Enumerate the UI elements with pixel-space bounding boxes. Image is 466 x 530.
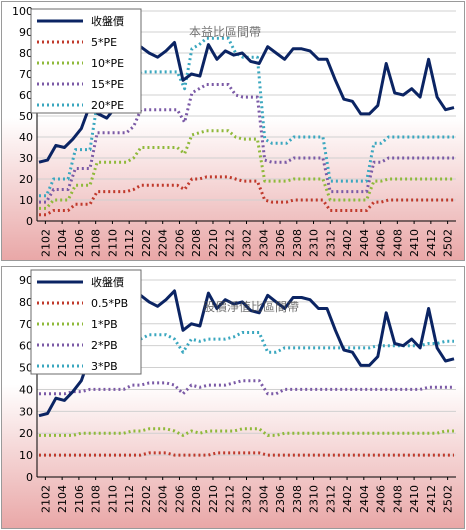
y-tick-label: 20 [19, 427, 33, 440]
x-tick-label: 2208 [190, 485, 203, 513]
legend-label: 收盤價 [91, 275, 124, 289]
x-tick-label: 2302 [241, 485, 254, 513]
x-tick-label: 2306 [274, 229, 287, 257]
x-tick-label: 2110 [106, 229, 119, 257]
legend-label: 3*PB [91, 360, 118, 373]
pb-band-chart: 0 10 20 30 40 50 60 70 80 90 2102 2104 2106 2108 2110 2… [1, 266, 465, 529]
legend-box [30, 269, 142, 375]
x-tick-label: 2106 [73, 485, 86, 513]
y-tick-label: 70 [19, 68, 33, 81]
y-tick-label: 0 [26, 471, 33, 484]
x-tick-label: 2112 [123, 485, 136, 513]
x-tick-label: 2106 [73, 229, 86, 257]
chart-title: 本益比區間帶 [189, 25, 261, 39]
x-tick-label: 2304 [257, 229, 270, 257]
y-tick-label: 80 [19, 47, 33, 60]
series-line-1-pb [39, 427, 454, 437]
x-tick-label: 2410 [408, 485, 421, 513]
x-tick-label: 2212 [224, 485, 237, 513]
y-tick-label: 60 [19, 340, 33, 353]
series-line-20-pe [39, 36, 454, 198]
pb-band-chart-panel: 0 10 20 30 40 50 60 70 80 90 2102 2104 2106 2108 2110 2… [1, 266, 465, 529]
pe-band-chart-panel: 0 10 20 30 40 50 60 70 80 90 100 2102 2104 2106 2108 21… [1, 1, 465, 261]
legend-label: 1*PB [91, 318, 118, 331]
x-tick-label: 2312 [324, 485, 337, 513]
x-tick-label: 2410 [408, 229, 421, 257]
x-tick-label: 2104 [56, 485, 69, 513]
y-tick-label: 40 [19, 383, 33, 396]
y-tick-label: 0 [26, 215, 33, 228]
x-tick-label: 2306 [274, 485, 287, 513]
x-tick-label: 2108 [90, 485, 103, 513]
y-tick-label: 20 [19, 173, 33, 186]
x-tick-label: 2402 [341, 485, 354, 513]
legend-label: 10*PE [91, 57, 124, 70]
y-tick-label: 80 [19, 296, 33, 309]
x-tick-label: 2408 [391, 229, 404, 257]
y-tick-label: 30 [19, 152, 33, 165]
x-tick-label: 2302 [241, 229, 254, 257]
x-tick-label: 2108 [90, 229, 103, 257]
x-tick-label: 2112 [123, 229, 136, 257]
y-tick-label: 50 [19, 362, 33, 375]
y-tick-label: 40 [19, 131, 33, 144]
legend-label: 收盤價 [91, 14, 124, 28]
y-tick-label: 10 [19, 449, 33, 462]
x-tick-label: 2206 [173, 229, 186, 257]
x-tick-label: 2102 [39, 485, 52, 513]
y-tick-label: 100 [12, 5, 33, 18]
legend-label: 5*PE [91, 36, 117, 49]
y-tick-label: 30 [19, 405, 33, 418]
x-tick-label: 2402 [341, 229, 354, 257]
y-tick-label: 90 [19, 274, 33, 287]
chart-title: 股價淨值比區間帶 [203, 299, 299, 314]
x-tick-label: 2206 [173, 485, 186, 513]
x-tick-label: 2412 [425, 229, 438, 257]
x-tick-label: 2308 [291, 229, 304, 257]
x-tick-label: 2406 [375, 229, 388, 257]
y-tick-label: 70 [19, 318, 33, 331]
x-tick-label: 2412 [425, 485, 438, 513]
x-tick-label: 2212 [224, 229, 237, 257]
legend-box [30, 8, 142, 114]
x-tick-label: 2202 [140, 229, 153, 257]
x-tick-label: 2404 [358, 485, 371, 513]
x-tick-label: 2202 [140, 485, 153, 513]
x-tick-label: 2408 [391, 485, 404, 513]
series-line-0-5-pb [39, 451, 454, 457]
y-tick-label: 60 [19, 89, 33, 102]
series-line-15-pe [39, 83, 454, 204]
x-tick-label: 2204 [157, 229, 170, 257]
y-tick-label: 10 [19, 194, 33, 207]
legend-label: 2*PB [91, 339, 118, 352]
x-tick-label: 2204 [157, 485, 170, 513]
x-tick-label: 2208 [190, 229, 203, 257]
y-tick-label: 90 [19, 26, 33, 39]
legend-label: 20*PE [91, 99, 124, 112]
series-line-close [38, 41, 455, 164]
x-tick-label: 2102 [39, 229, 52, 257]
x-tick-label: 2210 [207, 485, 220, 513]
x-tick-label: 2110 [106, 485, 119, 513]
x-tick-label: 2502 [442, 485, 455, 513]
x-tick-label: 2502 [442, 229, 455, 257]
x-tick-label: 2406 [375, 485, 388, 513]
x-tick-label: 2104 [56, 229, 69, 257]
x-tick-label: 2404 [358, 229, 371, 257]
legend-label: 15*PE [91, 78, 124, 91]
x-tick-label: 2304 [257, 485, 270, 513]
y-tick-label: 50 [19, 110, 33, 123]
x-tick-label: 2312 [324, 229, 337, 257]
legend-label: 0.5*PB [91, 297, 128, 310]
x-tick-label: 2310 [308, 485, 321, 513]
x-tick-label: 2210 [207, 229, 220, 257]
x-tick-label: 2308 [291, 485, 304, 513]
x-tick-label: 2310 [308, 229, 321, 257]
